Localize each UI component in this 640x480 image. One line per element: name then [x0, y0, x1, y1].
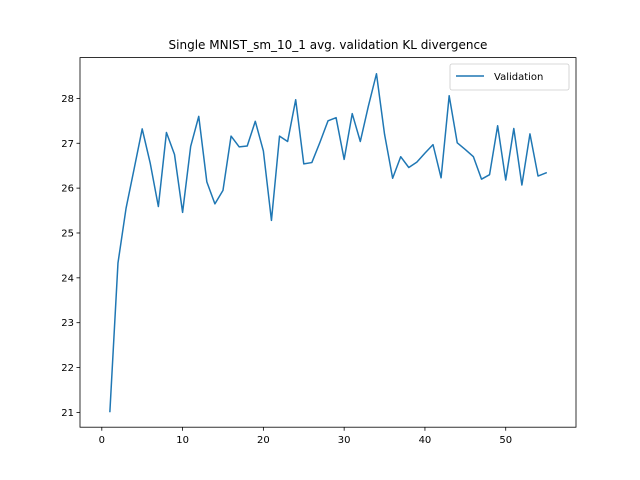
x-axis: 0 10 20 30 40 50	[99, 427, 512, 446]
y-axis: 21 22 23 24 25 26 27 28	[61, 94, 80, 419]
y-tick-label: 23	[61, 318, 74, 329]
x-tick-label: 0	[99, 435, 105, 446]
y-tick-label: 28	[61, 94, 74, 105]
y-tick-label: 21	[61, 408, 74, 419]
y-tick-label: 22	[61, 363, 74, 374]
y-tick-label: 25	[61, 228, 74, 239]
legend-box	[449, 63, 570, 91]
y-tick-label: 26	[61, 184, 74, 195]
plot-frame	[79, 57, 577, 428]
series-line-validation	[109, 73, 548, 413]
x-tick-label: 30	[338, 435, 351, 446]
y-tick-label: 24	[61, 273, 74, 284]
legend-label-validation: Validation	[494, 72, 543, 83]
plot-area	[109, 73, 548, 413]
chart-title: Single MNIST_sm_10_1 avg. validation KL …	[169, 38, 488, 52]
x-tick-label: 10	[176, 435, 189, 446]
y-tick-label: 27	[61, 139, 74, 150]
x-tick-label: 50	[499, 435, 512, 446]
x-tick-label: 20	[257, 435, 270, 446]
x-tick-label: 40	[419, 435, 432, 446]
legend: Validation	[449, 63, 570, 91]
